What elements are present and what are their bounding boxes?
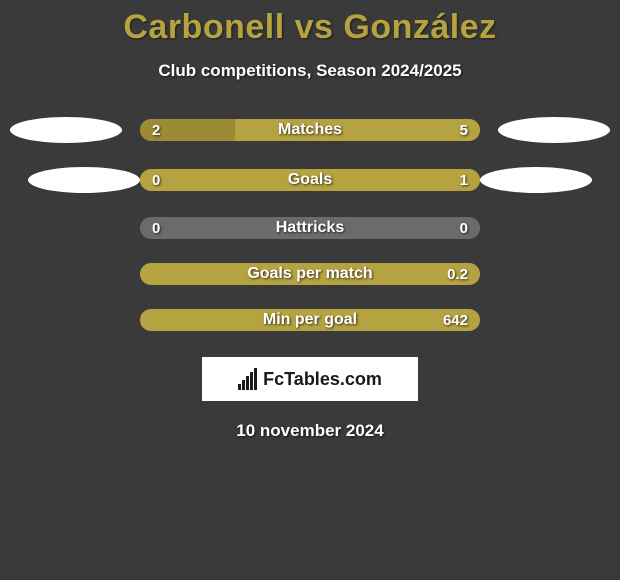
- date-label: 10 november 2024: [0, 421, 620, 441]
- stat-row: Goals per match0.2: [0, 263, 620, 285]
- stat-bar: Min per goal642: [140, 309, 480, 331]
- stat-row: Goals0 1: [0, 167, 620, 193]
- comparison-card: Carbonell vs González Club competitions,…: [0, 0, 620, 441]
- stat-value-left: 0: [152, 169, 160, 191]
- stat-label: Hattricks: [140, 217, 480, 239]
- player-left-marker: [10, 117, 122, 143]
- stat-row: Min per goal642: [0, 309, 620, 331]
- stat-row: Matches2 5: [0, 117, 620, 143]
- player-right-marker: [480, 167, 592, 193]
- brand-logo-icon: [238, 368, 257, 390]
- stat-label: Goals: [140, 169, 480, 191]
- stat-value-right: 642: [443, 309, 468, 331]
- stat-value-right: 0.2: [447, 263, 468, 285]
- stat-label: Matches: [140, 119, 480, 141]
- stat-value-left: 0: [152, 217, 160, 239]
- player-left-marker: [28, 167, 140, 193]
- stat-bar: Goals per match0.2: [140, 263, 480, 285]
- stat-bar: Matches2 5: [140, 119, 480, 141]
- stat-rows: Matches25Goals01Hattricks00Goals per mat…: [0, 117, 620, 331]
- stat-value-right: 1: [460, 169, 468, 191]
- stat-bar: Hattricks0 0: [140, 217, 480, 239]
- stat-bar: Goals0 1: [140, 169, 480, 191]
- subtitle: Club competitions, Season 2024/2025: [0, 61, 620, 81]
- stat-label: Min per goal: [140, 309, 480, 331]
- player-right-marker: [498, 117, 610, 143]
- page-title: Carbonell vs González: [0, 8, 620, 47]
- stat-value-right: 5: [460, 119, 468, 141]
- stat-value-left: 2: [152, 119, 160, 141]
- stat-value-right: 0: [460, 217, 468, 239]
- brand-text: FcTables.com: [263, 369, 382, 390]
- stat-row: Hattricks0 0: [0, 217, 620, 239]
- brand-box: FcTables.com: [202, 357, 418, 401]
- stat-label: Goals per match: [140, 263, 480, 285]
